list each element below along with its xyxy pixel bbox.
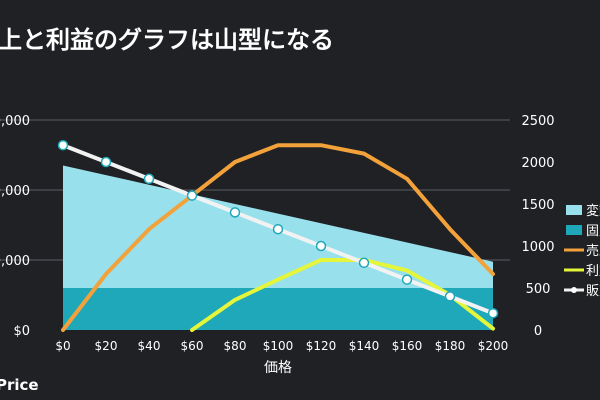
legend-marker	[571, 287, 577, 293]
data-point	[358, 257, 370, 269]
y-left-tick-label: $0	[13, 324, 30, 339]
x-tick-label: $160	[392, 339, 423, 353]
legend-label: 固定	[586, 224, 600, 239]
legend-label: 販売	[586, 283, 600, 299]
watermark-text: Price	[0, 376, 39, 394]
y-right-tick-label: 1500	[521, 198, 554, 213]
line-2	[61, 143, 495, 332]
legend-label: 利益	[586, 264, 600, 279]
legend-swatch	[566, 225, 582, 235]
data-point	[229, 207, 241, 218]
data-point	[444, 291, 456, 302]
data-point	[272, 223, 284, 235]
legend-swatch	[566, 205, 582, 215]
x-tick-label: $40	[138, 339, 161, 353]
y-right-tick-label: 2000	[521, 156, 554, 171]
y-right-tick-label: 2500	[521, 114, 554, 129]
x-tick-label: $120	[306, 339, 337, 353]
legend-label: 変動	[586, 203, 600, 219]
y-right-tick-label: 1000	[521, 240, 554, 255]
y-right-tick-label: 0	[534, 324, 542, 339]
x-tick-label: $0	[55, 339, 70, 353]
data-point	[487, 307, 499, 319]
x-tick-label: $180	[435, 339, 466, 353]
x-tick-label: $20	[95, 339, 118, 353]
data-point	[143, 173, 155, 185]
x-tick-label: $140	[349, 339, 380, 353]
legend: 変動固定売上利益販売	[564, 203, 600, 299]
area-series	[63, 165, 493, 330]
y-left-tick-label: 0,000	[0, 184, 30, 199]
data-point	[186, 190, 198, 201]
line-markers	[57, 139, 499, 319]
axes: $0 $20 $40 $60 $80 $100 $120 $140 $160 $180 $200 $0…	[0, 114, 555, 353]
x-axis-label: 価格	[264, 360, 292, 376]
x-tick-label: $60	[181, 339, 204, 353]
data-point	[401, 274, 413, 285]
x-tick-label: $100	[263, 339, 294, 353]
chart-title: 上と利益のグラフは山型になる	[0, 26, 334, 54]
line-3	[190, 258, 495, 332]
data-point	[57, 139, 69, 151]
data-point	[100, 156, 112, 168]
y-left-tick-label: 0,000	[0, 114, 30, 129]
data-point	[315, 240, 327, 252]
area-1	[63, 288, 493, 330]
legend-label: 売上	[586, 243, 600, 259]
x-tick-label: $200	[478, 339, 509, 353]
x-tick-label: $80	[224, 339, 247, 353]
y-right-tick-label: 500	[526, 282, 551, 297]
y-left-tick-label: 0,000	[0, 254, 30, 269]
